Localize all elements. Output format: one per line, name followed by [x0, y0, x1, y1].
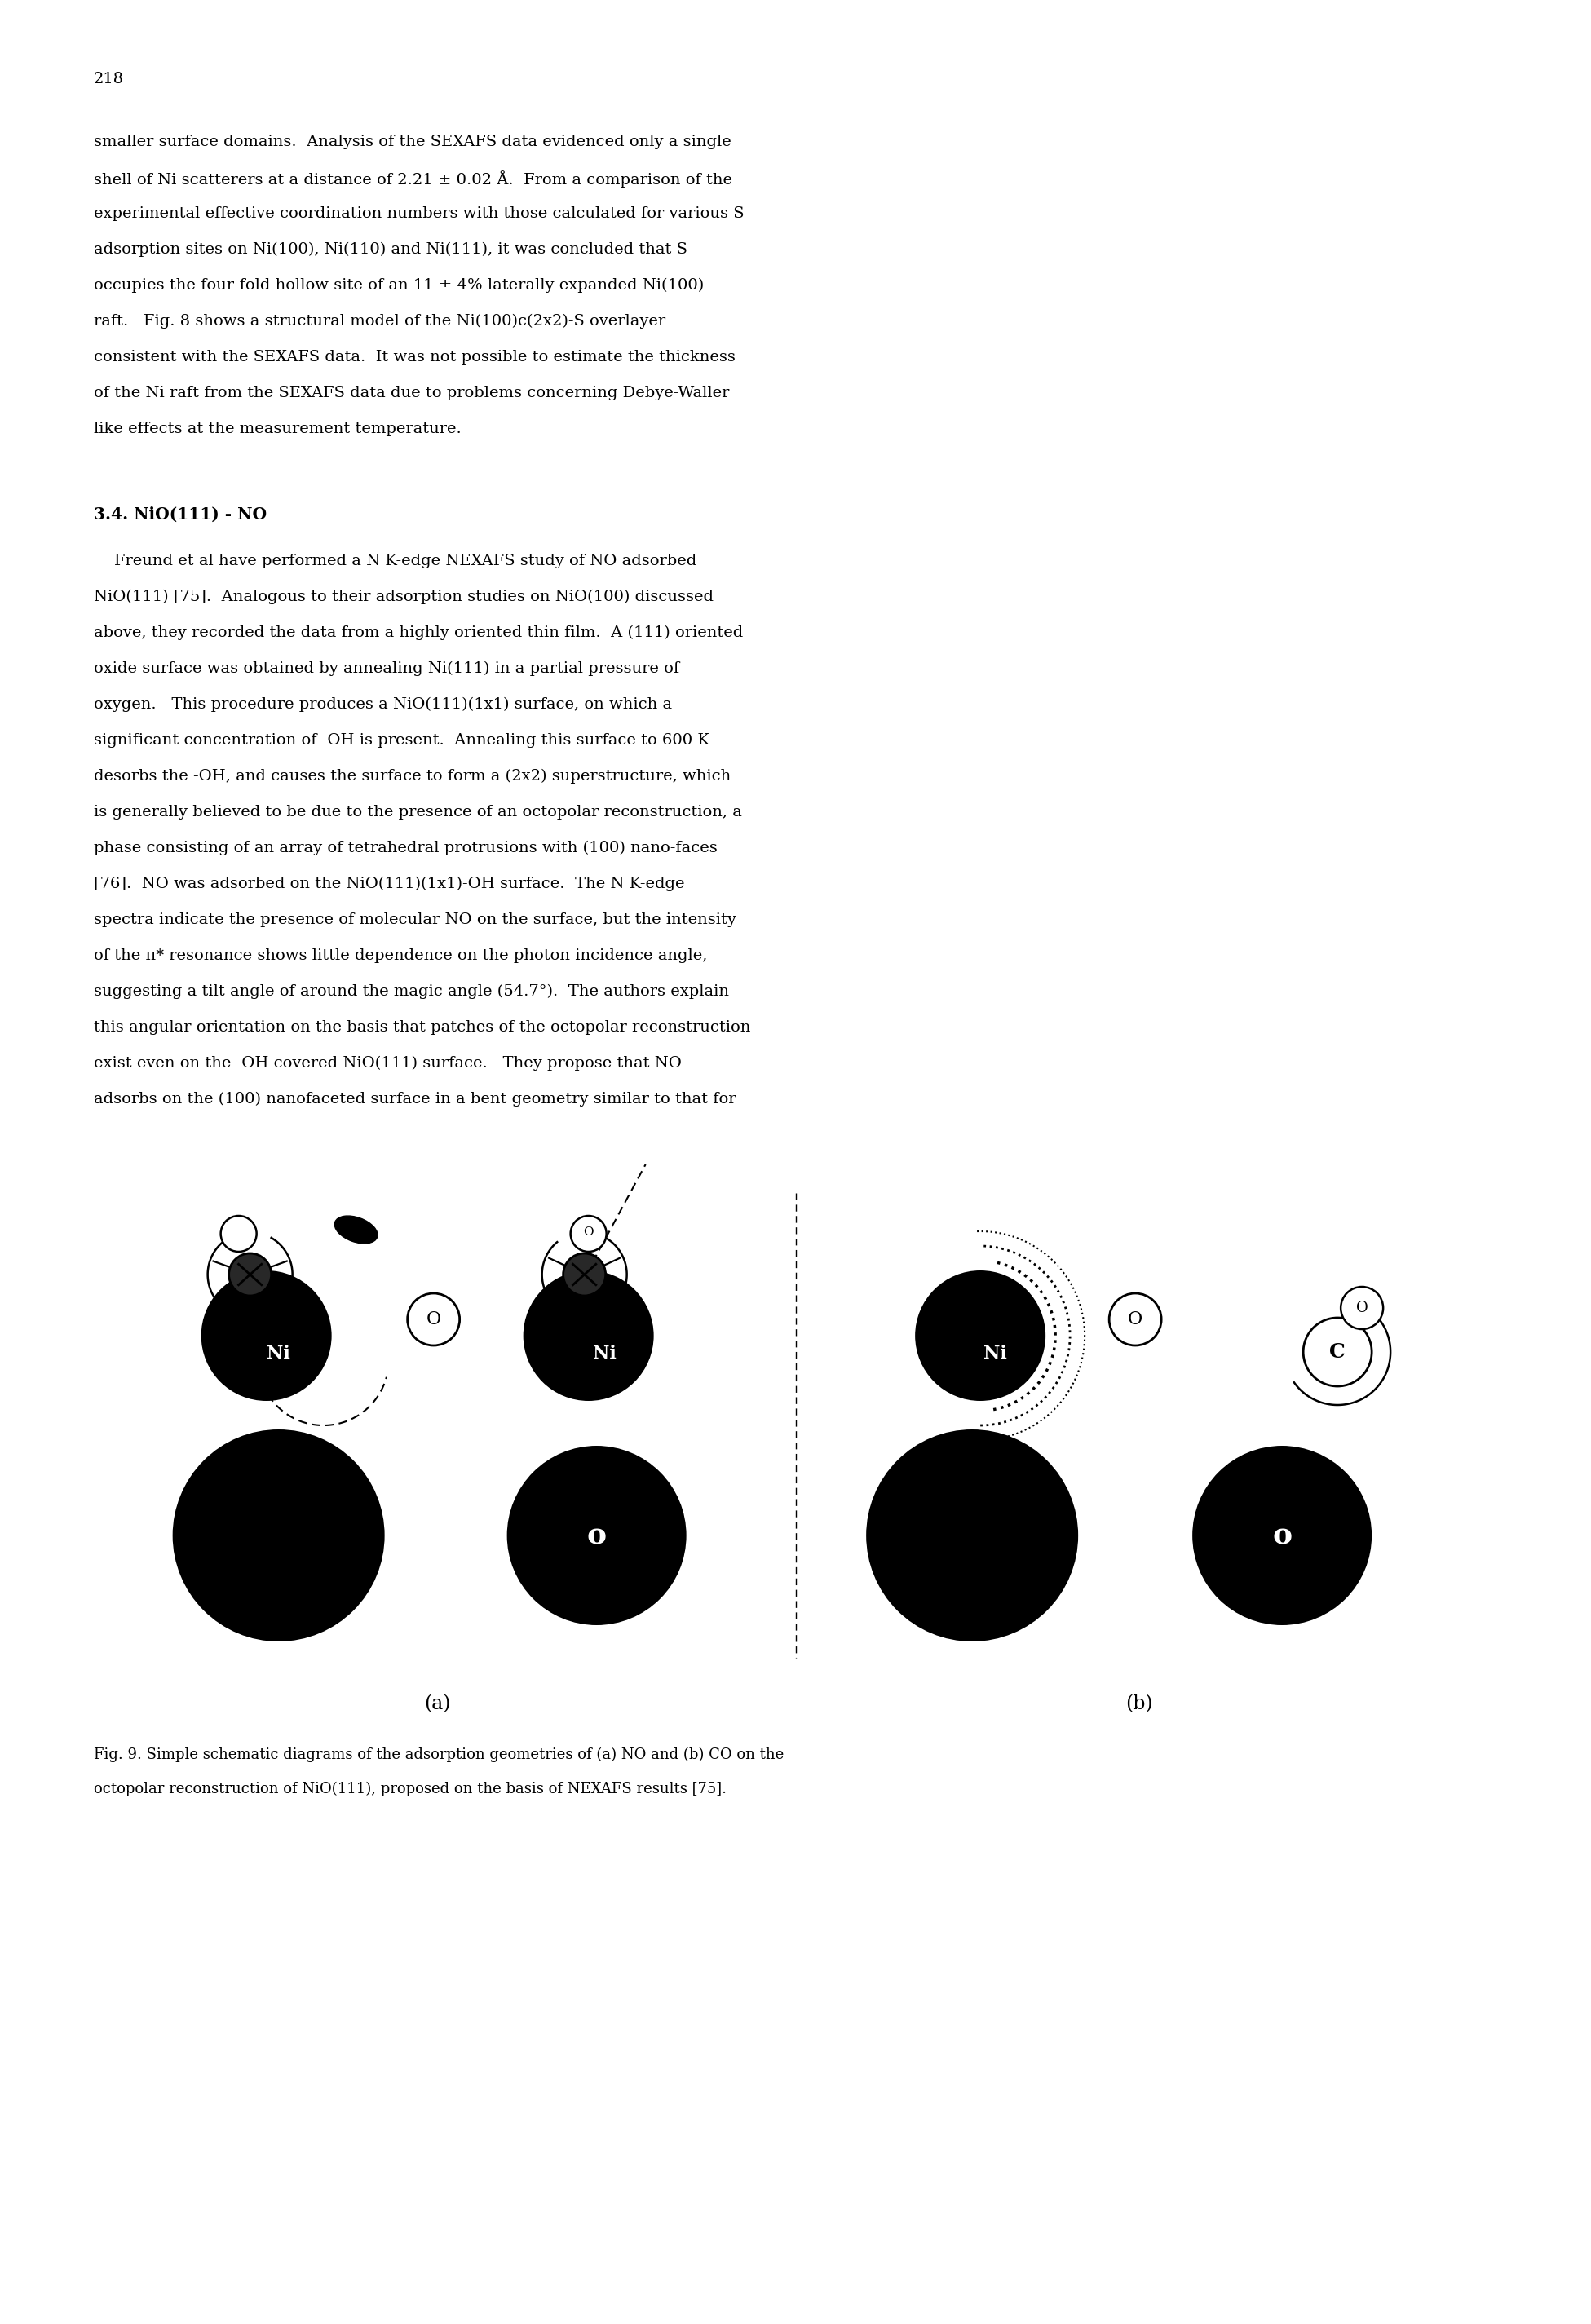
Text: significant concentration of -OH is present.  Annealing this surface to 600 K: significant concentration of -OH is pres… [94, 732, 710, 748]
Circle shape [571, 1215, 606, 1253]
Text: consistent with the SEXAFS data.  It was not possible to estimate the thickness: consistent with the SEXAFS data. It was … [94, 351, 735, 365]
Text: C: C [1330, 1343, 1346, 1362]
Circle shape [508, 1446, 686, 1624]
Circle shape [1303, 1318, 1371, 1385]
Text: o: o [1273, 1522, 1292, 1550]
Text: experimental effective coordination numbers with those calculated for various S: experimental effective coordination numb… [94, 207, 745, 221]
Text: Freund et al have performed a N K-edge NEXAFS study of NO adsorbed: Freund et al have performed a N K-edge N… [94, 553, 697, 569]
Text: shell of Ni scatterers at a distance of 2.21 ± 0.02 Å.  From a comparison of the: shell of Ni scatterers at a distance of … [94, 170, 732, 188]
Text: O: O [584, 1227, 593, 1239]
Text: oxide surface was obtained by annealing Ni(111) in a partial pressure of: oxide surface was obtained by annealing … [94, 662, 679, 676]
Text: occupies the four-fold hollow site of an 11 ± 4% laterally expanded Ni(100): occupies the four-fold hollow site of an… [94, 279, 703, 293]
Circle shape [172, 1429, 385, 1641]
Circle shape [523, 1271, 654, 1401]
Text: suggesting a tilt angle of around the magic angle (54.7°).  The authors explain: suggesting a tilt angle of around the ma… [94, 985, 729, 999]
Text: (a): (a) [425, 1694, 450, 1713]
Text: oxygen.   This procedure produces a NiO(111)(1x1) surface, on which a: oxygen. This procedure produces a NiO(11… [94, 697, 671, 711]
Text: O: O [1128, 1311, 1142, 1329]
Text: Ni: Ni [983, 1346, 1007, 1362]
Text: 218: 218 [94, 72, 124, 86]
Text: this angular orientation on the basis that patches of the octopolar reconstructi: this angular orientation on the basis th… [94, 1020, 751, 1034]
Circle shape [221, 1215, 256, 1253]
Ellipse shape [334, 1215, 377, 1243]
Text: is generally believed to be due to the presence of an octopolar reconstruction, : is generally believed to be due to the p… [94, 804, 741, 820]
Text: desorbs the -OH, and causes the surface to form a (2x2) superstructure, which: desorbs the -OH, and causes the surface … [94, 769, 730, 783]
Circle shape [407, 1292, 460, 1346]
Text: adsorption sites on Ni(100), Ni(110) and Ni(111), it was concluded that S: adsorption sites on Ni(100), Ni(110) and… [94, 242, 687, 258]
Text: Fig. 9. Simple schematic diagrams of the adsorption geometries of (a) NO and (b): Fig. 9. Simple schematic diagrams of the… [94, 1748, 784, 1762]
Text: Ni: Ni [593, 1346, 617, 1362]
Text: octopolar reconstruction of NiO(111), proposed on the basis of NEXAFS results [7: octopolar reconstruction of NiO(111), pr… [94, 1783, 727, 1796]
Text: Ni: Ni [267, 1346, 290, 1362]
Text: (b): (b) [1126, 1694, 1153, 1713]
Circle shape [229, 1253, 270, 1297]
Text: smaller surface domains.  Analysis of the SEXAFS data evidenced only a single: smaller surface domains. Analysis of the… [94, 135, 732, 149]
Text: O: O [426, 1311, 441, 1329]
Text: exist even on the -OH covered NiO(111) surface.   They propose that NO: exist even on the -OH covered NiO(111) s… [94, 1055, 681, 1071]
Text: of the Ni raft from the SEXAFS data due to problems concerning Debye-Waller: of the Ni raft from the SEXAFS data due … [94, 386, 729, 400]
Circle shape [866, 1429, 1079, 1641]
Text: 3.4. NiO(111) - NO: 3.4. NiO(111) - NO [94, 507, 267, 523]
Circle shape [1109, 1292, 1161, 1346]
Text: O: O [1356, 1301, 1368, 1315]
Text: o: o [587, 1522, 606, 1550]
Text: above, they recorded the data from a highly oriented thin film.  A (111) oriente: above, they recorded the data from a hig… [94, 625, 743, 641]
Circle shape [563, 1253, 606, 1297]
Text: adsorbs on the (100) nanofaceted surface in a bent geometry similar to that for: adsorbs on the (100) nanofaceted surface… [94, 1092, 737, 1106]
Text: raft.   Fig. 8 shows a structural model of the Ni(100)c(2x2)-S overlayer: raft. Fig. 8 shows a structural model of… [94, 314, 665, 328]
Text: NiO(111) [75].  Analogous to their adsorption studies on NiO(100) discussed: NiO(111) [75]. Analogous to their adsorp… [94, 590, 713, 604]
Text: of the π* resonance shows little dependence on the photon incidence angle,: of the π* resonance shows little depende… [94, 948, 708, 962]
Text: like effects at the measurement temperature.: like effects at the measurement temperat… [94, 421, 461, 437]
Circle shape [1192, 1446, 1371, 1624]
Circle shape [200, 1271, 331, 1401]
Circle shape [915, 1271, 1045, 1401]
Text: [76].  NO was adsorbed on the NiO(111)(1x1)-OH surface.  The N K-edge: [76]. NO was adsorbed on the NiO(111)(1x… [94, 876, 684, 892]
Text: spectra indicate the presence of molecular NO on the surface, but the intensity: spectra indicate the presence of molecul… [94, 913, 737, 927]
Text: phase consisting of an array of tetrahedral protrusions with (100) nano-faces: phase consisting of an array of tetrahed… [94, 841, 718, 855]
Circle shape [1341, 1287, 1383, 1329]
